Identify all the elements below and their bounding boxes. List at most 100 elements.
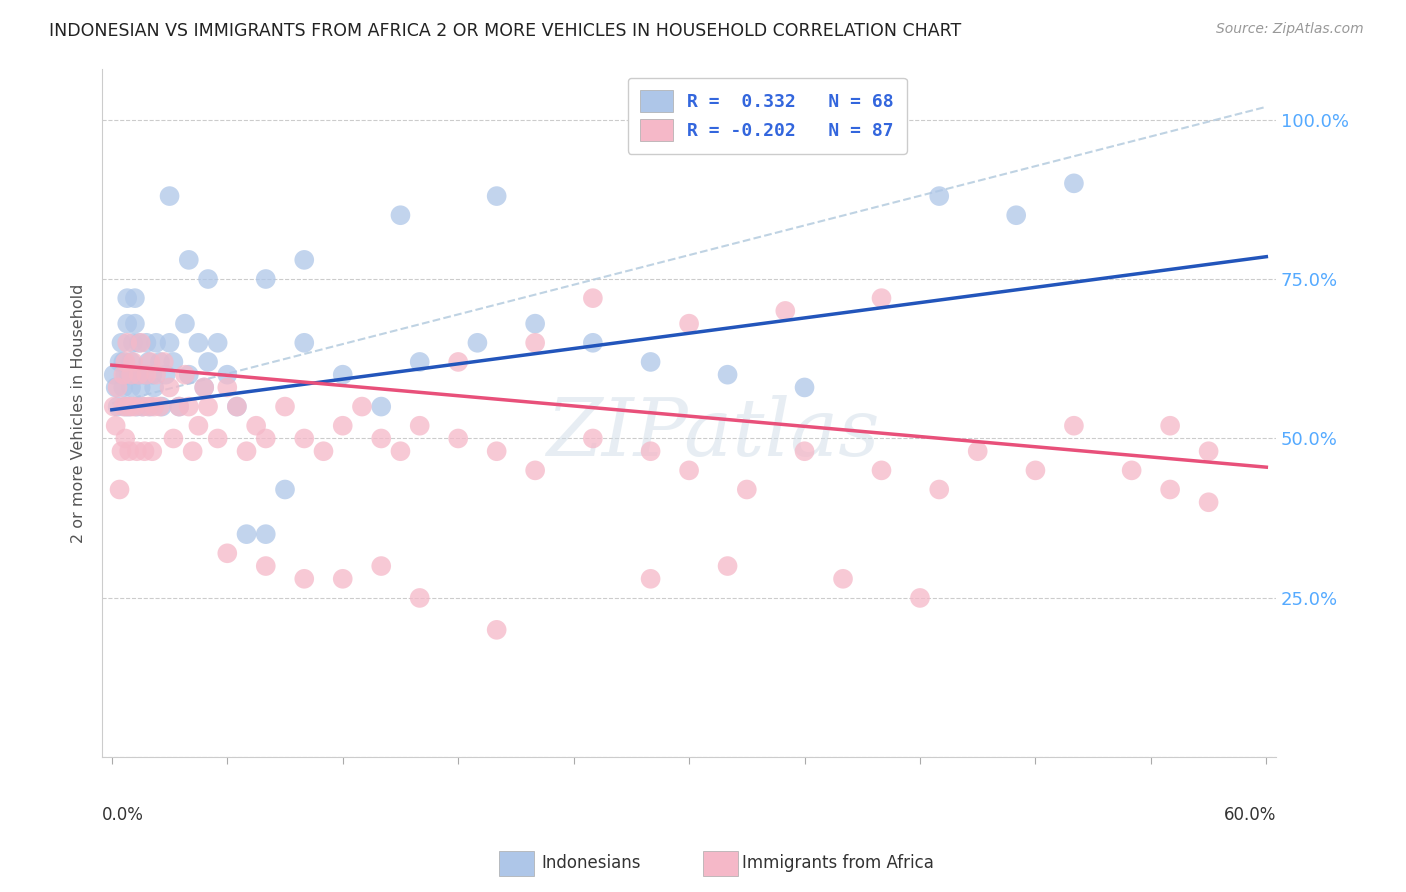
Point — [141, 444, 163, 458]
Text: 0.0%: 0.0% — [103, 805, 143, 823]
Point — [138, 400, 160, 414]
Point — [108, 355, 131, 369]
Point — [332, 368, 354, 382]
Point — [108, 483, 131, 497]
Point — [112, 380, 135, 394]
Point — [145, 368, 167, 382]
Point — [120, 368, 142, 382]
Text: ZIPatlas: ZIPatlas — [546, 395, 879, 473]
Point — [640, 355, 662, 369]
Point — [312, 444, 335, 458]
Text: INDONESIAN VS IMMIGRANTS FROM AFRICA 2 OR MORE VEHICLES IN HOUSEHOLD CORRELATION: INDONESIAN VS IMMIGRANTS FROM AFRICA 2 O… — [49, 22, 962, 40]
Point — [187, 335, 209, 350]
Point — [197, 272, 219, 286]
Point — [104, 418, 127, 433]
Point — [141, 368, 163, 382]
Point — [129, 335, 152, 350]
Point — [125, 444, 148, 458]
Point — [149, 400, 172, 414]
Point — [139, 355, 162, 369]
Point — [145, 335, 167, 350]
Point — [217, 546, 239, 560]
Point — [138, 355, 160, 369]
Point — [524, 335, 547, 350]
Point — [155, 368, 177, 382]
Point — [129, 380, 152, 394]
Point — [128, 368, 150, 382]
Point — [114, 400, 136, 414]
Point — [217, 368, 239, 382]
Point — [112, 368, 135, 382]
Point — [1063, 177, 1085, 191]
Point — [207, 432, 229, 446]
Point — [135, 335, 157, 350]
Point — [735, 483, 758, 497]
Point — [467, 335, 489, 350]
Point — [135, 368, 157, 382]
Point — [524, 317, 547, 331]
Point — [110, 335, 132, 350]
Point — [832, 572, 855, 586]
Point — [197, 355, 219, 369]
Point — [775, 304, 797, 318]
Point — [159, 189, 181, 203]
Point — [928, 483, 950, 497]
Point — [254, 527, 277, 541]
Point — [389, 208, 412, 222]
Point — [274, 483, 297, 497]
Point — [174, 368, 197, 382]
Point — [1005, 208, 1028, 222]
Point — [134, 368, 156, 382]
Point — [292, 432, 315, 446]
Point — [110, 444, 132, 458]
Text: Source: ZipAtlas.com: Source: ZipAtlas.com — [1216, 22, 1364, 37]
Point — [485, 189, 508, 203]
Point — [120, 400, 142, 414]
Point — [177, 400, 200, 414]
Point — [125, 400, 148, 414]
Point — [118, 400, 141, 414]
Y-axis label: 2 or more Vehicles in Household: 2 or more Vehicles in Household — [72, 284, 86, 542]
Point — [640, 572, 662, 586]
Point — [122, 335, 145, 350]
Point — [870, 463, 893, 477]
Point — [104, 380, 127, 394]
Point — [245, 418, 267, 433]
Point — [716, 368, 738, 382]
Point — [120, 380, 142, 394]
Point — [124, 400, 146, 414]
Point — [217, 380, 239, 394]
Point — [114, 368, 136, 382]
Point — [409, 591, 432, 605]
Point — [524, 463, 547, 477]
Point — [966, 444, 988, 458]
Point — [409, 418, 432, 433]
Point — [274, 400, 297, 414]
Point — [115, 400, 138, 414]
Point — [139, 400, 162, 414]
Point — [225, 400, 247, 414]
Text: 60.0%: 60.0% — [1223, 805, 1277, 823]
Point — [131, 400, 153, 414]
Point — [332, 418, 354, 433]
Point — [143, 380, 166, 394]
Point — [350, 400, 373, 414]
Point — [115, 291, 138, 305]
Point — [134, 444, 156, 458]
Point — [793, 380, 815, 394]
Point — [177, 368, 200, 382]
Point — [174, 317, 197, 331]
Point — [292, 572, 315, 586]
Point — [235, 527, 257, 541]
Point — [128, 335, 150, 350]
Point — [485, 444, 508, 458]
Point — [118, 444, 141, 458]
Point — [103, 368, 125, 382]
Point — [167, 400, 190, 414]
Point — [640, 444, 662, 458]
Point — [103, 400, 125, 414]
Point — [115, 335, 138, 350]
Point — [582, 291, 605, 305]
Point — [193, 380, 215, 394]
Point — [167, 400, 190, 414]
